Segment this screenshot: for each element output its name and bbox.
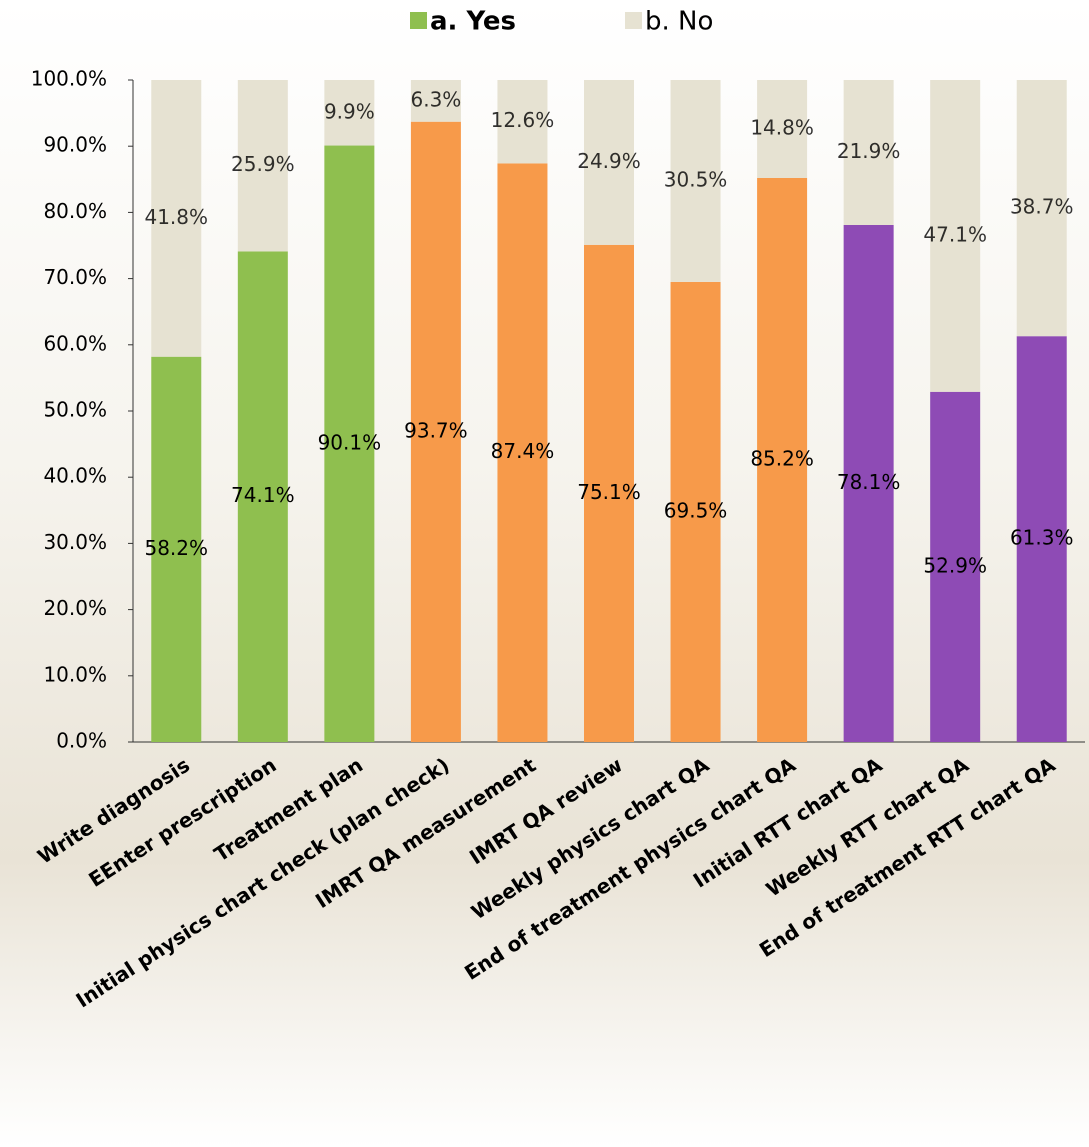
y-tick-label: 0.0% xyxy=(56,729,107,753)
bar-segment xyxy=(930,80,981,392)
value-label: 25.9% xyxy=(231,152,295,176)
y-tick-label: 40.0% xyxy=(43,464,107,488)
y-tick-label: 10.0% xyxy=(43,662,107,686)
value-label: 14.8% xyxy=(750,115,814,139)
legend-label: a. Yes xyxy=(430,7,516,37)
y-tick-label: 50.0% xyxy=(43,398,107,422)
bar-segment xyxy=(324,80,375,146)
value-label: 41.8% xyxy=(144,205,208,229)
bar-segment xyxy=(843,224,894,742)
value-label: 90.1% xyxy=(318,430,382,454)
value-label: 69.5% xyxy=(664,498,728,522)
bar-segment xyxy=(757,177,808,742)
value-label: 75.1% xyxy=(577,480,641,504)
value-label: 24.9% xyxy=(577,149,641,173)
bar-segment xyxy=(410,121,461,743)
value-label: 47.1% xyxy=(923,222,987,246)
value-label: 78.1% xyxy=(837,470,901,494)
value-label: 58.2% xyxy=(144,536,208,560)
bar-segment xyxy=(151,80,202,357)
value-label: 93.7% xyxy=(404,418,468,442)
legend-swatch xyxy=(410,12,427,29)
y-tick-label: 90.0% xyxy=(43,133,107,157)
bar-segment xyxy=(151,356,202,742)
value-label: 12.6% xyxy=(491,108,555,132)
y-tick-label: 80.0% xyxy=(43,199,107,223)
value-label: 74.1% xyxy=(231,483,295,507)
value-label: 6.3% xyxy=(411,87,462,111)
bar-segment xyxy=(1016,336,1067,742)
y-tick-label: 30.0% xyxy=(43,530,107,554)
bar-segment xyxy=(670,80,721,282)
bar-segment xyxy=(324,145,375,743)
x-tick-label: Write diagnosis xyxy=(33,753,194,869)
legend-swatch xyxy=(625,12,642,29)
legend-label: b. No xyxy=(645,7,713,37)
value-label: 87.4% xyxy=(491,439,555,463)
value-label: 52.9% xyxy=(923,553,987,577)
value-label: 30.5% xyxy=(664,167,728,191)
y-tick-label: 20.0% xyxy=(43,596,107,620)
bar-segment xyxy=(497,163,548,743)
bar-segment xyxy=(497,80,548,164)
x-tick-label: Treatment plan xyxy=(210,753,367,867)
value-label: 9.9% xyxy=(324,99,375,123)
y-tick-label: 70.0% xyxy=(43,265,107,289)
bar-segment xyxy=(237,80,288,252)
value-label: 61.3% xyxy=(1010,526,1074,550)
bar-segment xyxy=(584,80,634,245)
bar-segment xyxy=(584,244,634,742)
bar-segment xyxy=(670,281,721,742)
bar-segment xyxy=(930,391,981,742)
value-label: 38.7% xyxy=(1010,195,1074,219)
bar-segment xyxy=(757,80,808,178)
bar-segment xyxy=(843,80,894,225)
value-label: 21.9% xyxy=(837,139,901,163)
bar-segment xyxy=(237,251,288,742)
bar-segment xyxy=(1016,80,1067,337)
bar-segment xyxy=(410,80,461,122)
value-label: 85.2% xyxy=(750,446,814,470)
y-tick-label: 60.0% xyxy=(43,331,107,355)
y-tick-label: 100.0% xyxy=(31,67,107,91)
